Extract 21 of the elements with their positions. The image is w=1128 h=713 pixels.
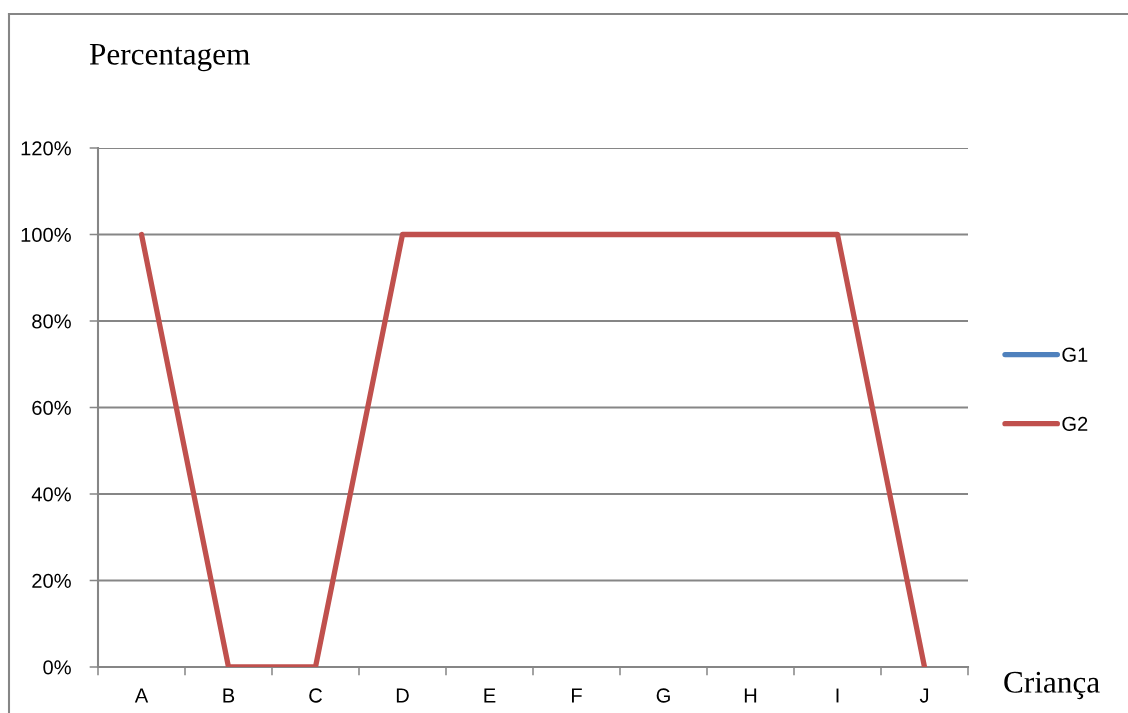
y-tick-label: 0% [43, 660, 71, 675]
x-tick-label: B [223, 688, 235, 703]
y-tick-label: 60% [32, 400, 71, 415]
x-tick-label: A [134, 688, 149, 703]
x-tick-label: D [396, 688, 409, 703]
legend-label: G1 [1062, 347, 1088, 362]
x-tick-label: H [744, 688, 757, 703]
y-tick-label: 40% [31, 487, 71, 502]
x-tick-label: F [572, 688, 582, 703]
x-axis-title: Criança [1004, 671, 1100, 700]
y-tick-label: 80% [32, 314, 71, 329]
legend-label: G2 [1062, 416, 1088, 431]
x-tick-label: I [836, 688, 839, 703]
y-axis-title: Percentagem [89, 43, 250, 72]
x-tick-label: J [919, 688, 929, 703]
x-tick-label: C [309, 688, 322, 703]
y-tick-label: 120% [21, 141, 71, 156]
x-tick-label: G [656, 688, 670, 703]
x-tick-label: E [484, 688, 496, 703]
y-tick-label: 100% [21, 227, 71, 242]
y-tick-label: 20% [32, 573, 71, 588]
